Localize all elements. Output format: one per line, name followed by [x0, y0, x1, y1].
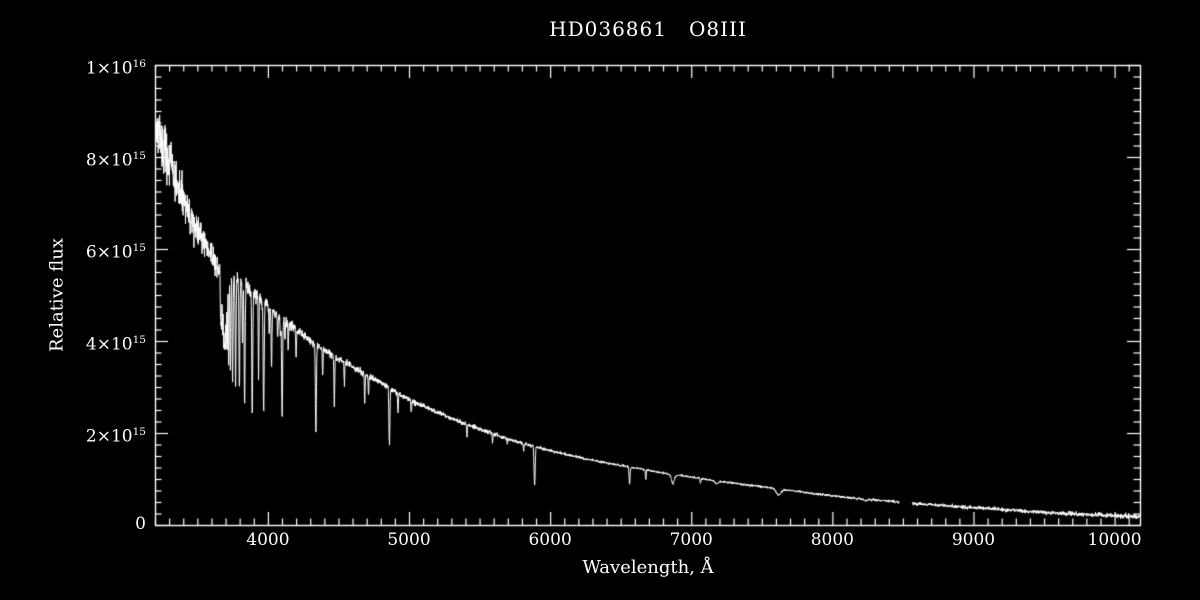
y-tick-label: 0: [135, 514, 146, 534]
y-tick-label: 1×1016: [85, 58, 146, 79]
x-tick-label: 6000: [528, 530, 572, 550]
y-tick-label: 8×1015: [85, 150, 146, 171]
x-tick-label: 5000: [387, 530, 431, 550]
x-tick-label: 9000: [951, 530, 996, 550]
x-axis-label: Wavelength, Å: [582, 557, 714, 578]
y-tick-label: 6×1015: [85, 242, 146, 263]
x-tick-label: 8000: [810, 530, 854, 550]
x-tick-label: 4000: [246, 530, 290, 550]
x-tick-label: 7000: [669, 530, 713, 550]
x-tick-label: 10000: [1087, 530, 1142, 550]
y-tick-label: 2×1015: [85, 426, 146, 447]
plot-title: HD036861 O8III: [549, 17, 747, 41]
y-tick-label: 4×1015: [85, 334, 146, 355]
